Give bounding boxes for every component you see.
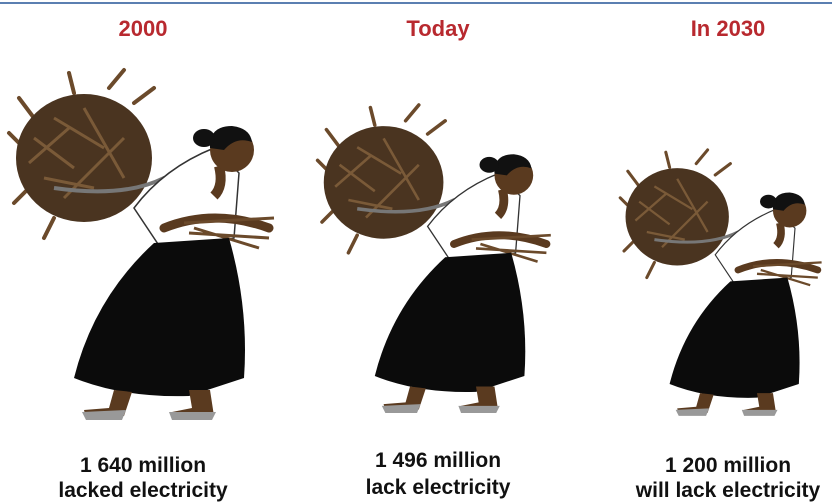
panel-title: In 2030 [691, 16, 766, 41]
caption: will lack electricity [635, 479, 821, 502]
woman-figure [318, 105, 551, 413]
panel-title: 2000 [119, 16, 168, 41]
amount: 1 496 million [375, 449, 501, 472]
amount: 1 200 million [665, 454, 791, 477]
caption: lack electricity [366, 476, 511, 499]
panel-title: Today [406, 16, 470, 41]
amount: 1 640 million [80, 454, 206, 477]
infographic: 2000 Today In 2030 1 640 million lacked … [0, 0, 832, 503]
woman-figure [9, 70, 274, 420]
woman-figure [620, 150, 821, 416]
caption: lacked electricity [58, 479, 228, 502]
